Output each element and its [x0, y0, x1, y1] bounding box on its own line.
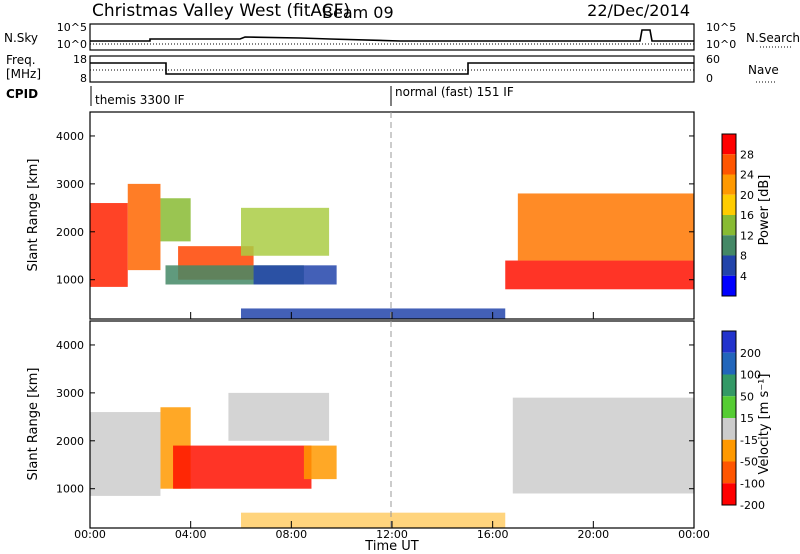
scatter-region	[505, 260, 694, 290]
colorbar-tick-label: 24	[740, 169, 754, 182]
cpid-label: CPID	[6, 87, 38, 101]
power-yaxis: 1000 2000 3000 4000	[56, 130, 694, 287]
date-label: 22/Dec/2014	[587, 1, 690, 20]
colorbar-segment	[722, 255, 736, 276]
power-data-layer	[90, 183, 694, 319]
colorbar-segment	[722, 439, 736, 462]
y-tick-label: 4000	[56, 130, 84, 143]
colorbar-segment	[722, 275, 736, 296]
scatter-region	[173, 445, 312, 489]
nsearch-label: N.Search	[746, 31, 800, 45]
nsky-label: N.Sky	[4, 31, 38, 45]
y-tick-label: 2000	[56, 435, 84, 448]
colorbar-segment	[722, 154, 736, 175]
freq-label-line1: Freq.	[6, 53, 36, 67]
colorbar-segment	[722, 331, 736, 353]
x-tick-label: 08:00	[275, 528, 307, 541]
colorbar-segment	[722, 374, 736, 397]
x-tick-label: 20:00	[577, 528, 609, 541]
scatter-region	[127, 183, 161, 271]
nsearch-tick-bottom: 10^0	[706, 38, 736, 51]
colorbar-frame	[721, 330, 737, 506]
freq-panel-frame	[89, 55, 695, 83]
time-xaxis: 00:00 04:00 08:00 12:00 16:00 20:00 00:00	[74, 312, 710, 541]
nsky-trace	[90, 29, 694, 42]
sky-panel-frame	[89, 23, 695, 51]
freq-tick-top: 18	[73, 53, 87, 66]
nave-tick-top: 60	[706, 53, 720, 66]
colorbar-tick-label: 16	[740, 209, 754, 222]
colorbar-segment	[722, 418, 736, 440]
nsearch-tick-top: 10^5	[706, 21, 736, 34]
nsky-tick-top: 10^5	[57, 21, 87, 34]
scatter-region	[241, 512, 506, 528]
nsky-tick-bottom: 10^0	[57, 38, 87, 51]
x-tick-label: 16:00	[477, 528, 509, 541]
y-tick-label: 1000	[56, 274, 84, 287]
x-tick-label: 04:00	[175, 528, 207, 541]
colorbar-segment	[722, 134, 736, 155]
colorbar-tick-label: 15	[740, 412, 754, 425]
velocity-data-layer	[90, 392, 694, 528]
nave-label: Nave	[748, 63, 779, 77]
beam-label: Beam 09	[322, 3, 394, 22]
colorbar-tick-label: 200	[740, 347, 761, 360]
scatter-region	[517, 193, 694, 261]
colorbar-tick-label: 50	[740, 390, 754, 403]
colorbar-tick-label: 28	[740, 148, 754, 161]
scatter-region	[90, 412, 161, 496]
power-ylabel: Slant Range [km]	[26, 159, 41, 272]
y-tick-label: 2000	[56, 226, 84, 239]
scatter-region	[228, 392, 330, 441]
colorbar-segment	[722, 396, 736, 418]
scatter-region	[303, 445, 337, 480]
freq-label-line2: [MHz]	[6, 67, 41, 81]
scatter-region	[160, 198, 191, 242]
freq-trace	[90, 62, 694, 75]
y-tick-label: 4000	[56, 339, 84, 352]
colorbar-segment	[722, 215, 736, 236]
colorbar-tick-label: 8	[740, 250, 747, 263]
xaxis-label: Time UT	[364, 539, 418, 554]
x-tick-label: 00:00	[74, 528, 106, 541]
y-tick-label: 3000	[56, 178, 84, 191]
scatter-region	[253, 265, 337, 285]
colorbar-frame	[721, 133, 737, 297]
velocity-ylabel: Slant Range [km]	[26, 368, 41, 481]
colorbar-segment	[722, 352, 736, 375]
scatter-region	[241, 207, 330, 256]
colorbar-tick-label: -15	[740, 434, 758, 447]
scatter-region	[241, 308, 506, 319]
x-tick-label: 00:00	[678, 528, 710, 541]
colorbar-segment	[722, 483, 736, 505]
colorbar-tick-label: 4	[740, 270, 747, 283]
velocity-colorbar-label: Velocity [m s⁻¹]	[757, 374, 772, 475]
freq-tick-bottom: 8	[80, 72, 87, 85]
colorbar-segment	[722, 235, 736, 256]
plot-title: Christmas Valley West (fitACF)	[92, 1, 350, 21]
cpid-mode-1: themis 3300 IF	[95, 93, 185, 107]
colorbar-tick-label: -200	[740, 499, 765, 512]
scatter-region	[512, 397, 694, 494]
velocity-yaxis: 1000 2000 3000 4000	[56, 339, 694, 496]
colorbar-segment	[722, 174, 736, 195]
colorbar-tick-label: 20	[740, 189, 754, 202]
velocity-colorbar: 200 100 50 15 -15 -50 -100 -200	[721, 330, 765, 512]
y-tick-label: 1000	[56, 483, 84, 496]
cpid-mode-2: normal (fast) 151 IF	[395, 85, 514, 99]
nave-tick-bottom: 0	[706, 72, 713, 85]
y-tick-label: 3000	[56, 387, 84, 400]
colorbar-tick-label: -100	[740, 477, 765, 490]
power-colorbar: 28 24 20 16 12 8 4	[721, 133, 754, 297]
colorbar-tick-label: 100	[740, 369, 761, 382]
scatter-region	[90, 203, 128, 287]
power-colorbar-label: Power [dB]	[757, 175, 772, 246]
colorbar-tick-label: 12	[740, 229, 754, 242]
x-tick-label: 12:00	[376, 528, 408, 541]
colorbar-segment	[722, 194, 736, 215]
colorbar-tick-label: -50	[740, 456, 758, 469]
colorbar-segment	[722, 461, 736, 484]
